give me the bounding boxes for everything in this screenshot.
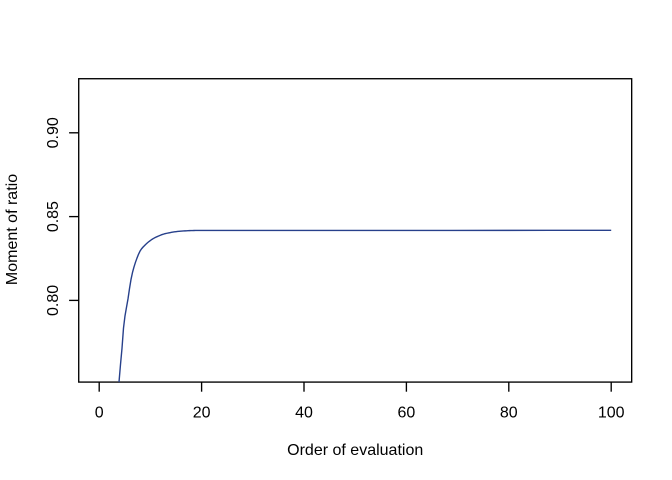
svg-text:20: 20: [193, 404, 211, 421]
svg-text:0.80: 0.80: [45, 285, 62, 316]
svg-text:100: 100: [598, 404, 625, 421]
svg-text:60: 60: [398, 404, 416, 421]
svg-text:80: 80: [500, 404, 518, 421]
svg-text:0: 0: [95, 404, 104, 421]
svg-text:Order of evaluation: Order of evaluation: [287, 442, 423, 459]
svg-text:0.90: 0.90: [45, 117, 62, 148]
svg-text:40: 40: [295, 404, 313, 421]
svg-text:Moment of ratio: Moment of ratio: [4, 174, 21, 285]
svg-text:0.85: 0.85: [45, 201, 62, 232]
